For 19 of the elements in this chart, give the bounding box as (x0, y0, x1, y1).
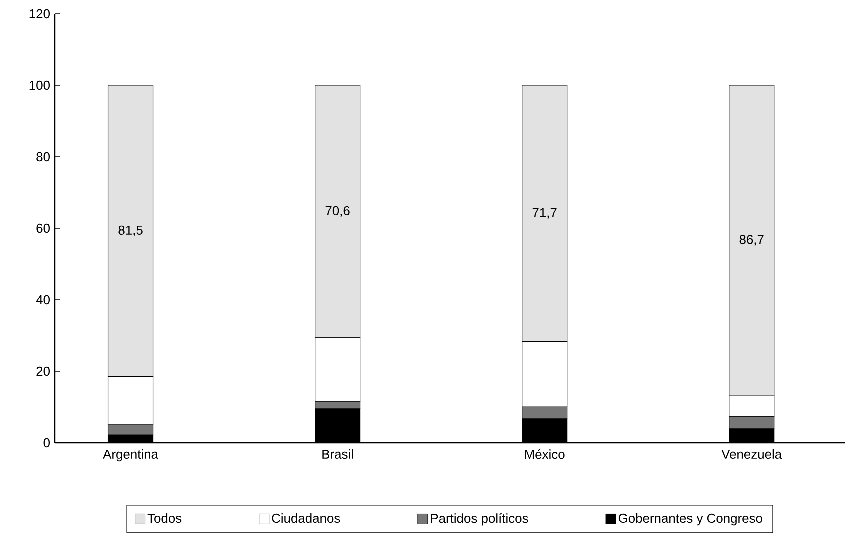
data-label: 71,7 (532, 208, 557, 219)
data-label: 86,7 (740, 235, 764, 246)
legend-label: Todos (148, 514, 182, 524)
x-tick-label: Brasil (322, 449, 354, 460)
y-tick-label: 0 (44, 438, 50, 448)
legend-label: Gobernantes y Congreso (618, 514, 762, 526)
x-tick-label: México (525, 450, 565, 460)
y-tick-label: 20 (36, 366, 50, 376)
x-tick-label: Venezuela (722, 449, 782, 460)
data-label: 70,6 (326, 206, 350, 218)
y-tick-label: 120 (30, 9, 50, 19)
y-tick-label: 100 (30, 80, 50, 90)
data-label: 81,5 (118, 226, 143, 237)
legend-label: Ciudadanos (272, 514, 340, 524)
y-tick-label: 80 (36, 152, 50, 162)
y-tick-label: 40 (36, 295, 50, 305)
x-tick-label: Argentina (103, 449, 158, 462)
legend-label: Partidos políticos (431, 513, 528, 526)
y-tick-label: 60 (36, 224, 50, 234)
